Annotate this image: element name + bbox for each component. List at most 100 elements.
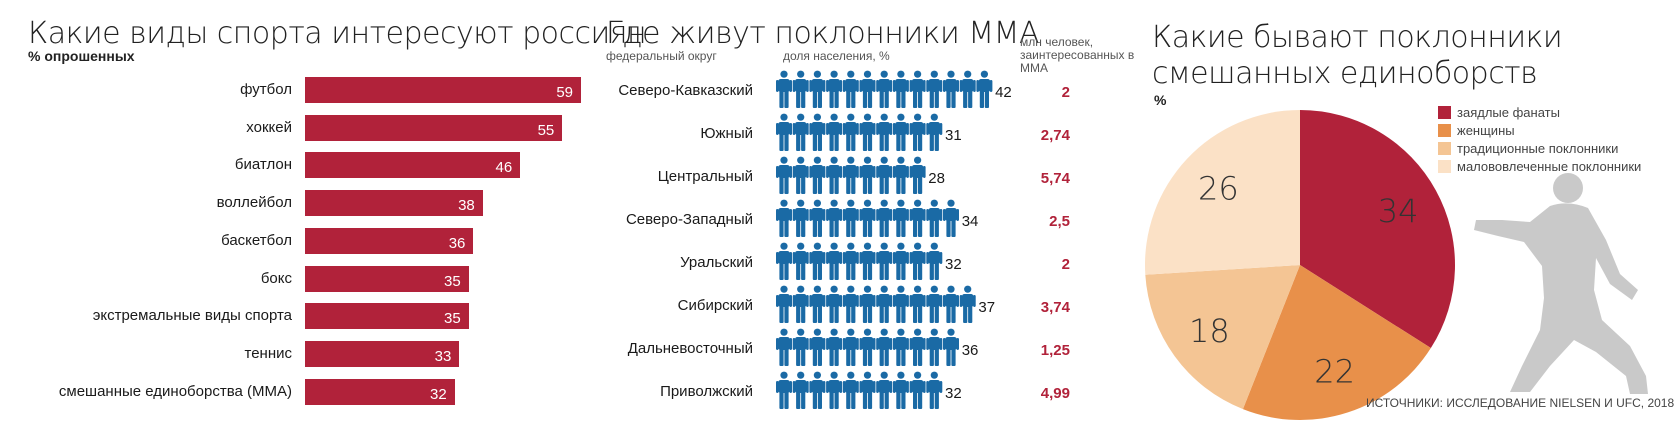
region-mln-value: 2,74 xyxy=(1040,127,1070,144)
person-icon xyxy=(826,285,843,323)
pie-slice xyxy=(1242,265,1431,420)
person-icon xyxy=(943,285,959,323)
region-share-value: 32 xyxy=(945,385,962,402)
person-icon xyxy=(876,285,893,323)
regions-col-header-share: доля населения, % xyxy=(783,49,890,63)
bar xyxy=(305,190,483,217)
bar xyxy=(305,303,469,330)
person-icon xyxy=(909,285,926,323)
bar-value-label: 46 xyxy=(495,159,513,177)
person-icon xyxy=(892,285,909,323)
person-icon xyxy=(892,70,909,108)
person-icon xyxy=(776,156,792,194)
person-icon xyxy=(776,199,792,237)
person-icon xyxy=(776,371,792,409)
pie-value-label: 26 xyxy=(1198,169,1239,207)
person-icon xyxy=(792,113,809,151)
source-note: ИСТОЧНИКИ: ИССЛЕДОВАНИЕ NIELSEN И UFC, 2… xyxy=(1366,396,1675,410)
bar xyxy=(305,152,521,179)
pie-slice xyxy=(1300,110,1455,349)
bar-category-label: воллейбол xyxy=(216,194,292,212)
legend-swatch xyxy=(1438,106,1451,119)
person-icon xyxy=(892,371,909,409)
person-icon xyxy=(792,156,809,194)
pie-slice xyxy=(1145,265,1300,410)
person-icon xyxy=(909,242,926,280)
legend-label: малововлеченные поклонники xyxy=(1457,159,1642,174)
person-icon xyxy=(826,70,843,108)
sports-chart-title: Какие виды спорта интересуют россиян xyxy=(28,16,647,51)
person-icon xyxy=(909,113,926,151)
person-icon xyxy=(792,199,809,237)
person-icon xyxy=(826,156,843,194)
person-icon xyxy=(792,371,809,409)
region-mln-value: 4,99 xyxy=(1040,385,1070,402)
person-icon xyxy=(776,242,792,280)
pie-slice xyxy=(1145,110,1300,275)
region-share-value: 31 xyxy=(945,127,962,144)
regions-col-header-region: федеральный округ xyxy=(606,49,717,63)
person-icon xyxy=(826,328,843,366)
person-icon xyxy=(842,70,859,108)
martial-artist-silhouette-icon xyxy=(1474,173,1648,394)
person-icon xyxy=(792,328,809,366)
person-icon xyxy=(943,199,959,237)
region-mln-value: 3,74 xyxy=(1040,299,1070,316)
person-icon xyxy=(792,285,809,323)
region-label: Южный xyxy=(700,125,753,142)
person-icon xyxy=(976,70,993,108)
person-icon xyxy=(876,113,893,151)
person-icon xyxy=(876,328,893,366)
person-icon xyxy=(926,328,943,366)
region-mln-value: 1,25 xyxy=(1040,342,1070,359)
bar-value-label: 59 xyxy=(556,84,573,101)
person-icon xyxy=(959,70,976,108)
person-icon xyxy=(859,113,876,151)
person-icon xyxy=(809,328,826,366)
bar-category-label: смешанные единоборства (ММА) xyxy=(58,382,292,400)
person-icon xyxy=(859,199,876,237)
fans-chart-subtitle: % xyxy=(1154,92,1167,108)
bar-value-label: 55 xyxy=(537,121,555,139)
person-icon-row xyxy=(776,199,959,237)
regions-col-header-mln: млн человек, заинтересованных в ММА xyxy=(1020,35,1135,75)
pie-value-label: 18 xyxy=(1189,312,1230,350)
person-icon xyxy=(892,199,909,237)
legend-swatch xyxy=(1438,142,1451,155)
person-icon xyxy=(943,328,959,366)
region-label: Северо-Западный xyxy=(625,211,753,228)
legend-item: женщины xyxy=(1438,123,1641,138)
person-icon xyxy=(926,199,943,237)
person-icon xyxy=(926,371,943,409)
person-icon xyxy=(792,70,809,108)
person-icon xyxy=(859,371,876,409)
person-icon xyxy=(809,113,826,151)
person-icon xyxy=(876,371,893,409)
person-icon xyxy=(943,70,959,108)
bar-category-label: хоккей xyxy=(246,118,292,136)
person-icon xyxy=(842,328,859,366)
person-icon xyxy=(776,70,792,108)
person-icon xyxy=(909,328,926,366)
region-mln-value: 2 xyxy=(1061,256,1070,273)
person-icon-row xyxy=(776,156,926,194)
person-icon xyxy=(859,285,876,323)
person-icon-row xyxy=(776,285,976,323)
bar-category-label: экстремальные виды спорта xyxy=(92,307,292,325)
person-icon xyxy=(892,242,909,280)
person-icon xyxy=(776,328,792,366)
person-icon-row xyxy=(776,371,943,409)
person-icon xyxy=(809,242,826,280)
person-icon xyxy=(892,328,909,366)
bar xyxy=(305,227,474,254)
region-label: Дальневосточный xyxy=(627,340,753,357)
bar-value-label: 35 xyxy=(444,310,461,328)
person-icon xyxy=(926,113,943,151)
person-icon xyxy=(859,156,876,194)
bar-category-label: теннис xyxy=(244,344,293,362)
person-icon xyxy=(909,199,926,237)
person-icon xyxy=(892,156,909,194)
person-icon xyxy=(876,242,893,280)
bar-value-label: 36 xyxy=(448,234,466,252)
legend-label: заядлые фанаты xyxy=(1457,105,1560,120)
